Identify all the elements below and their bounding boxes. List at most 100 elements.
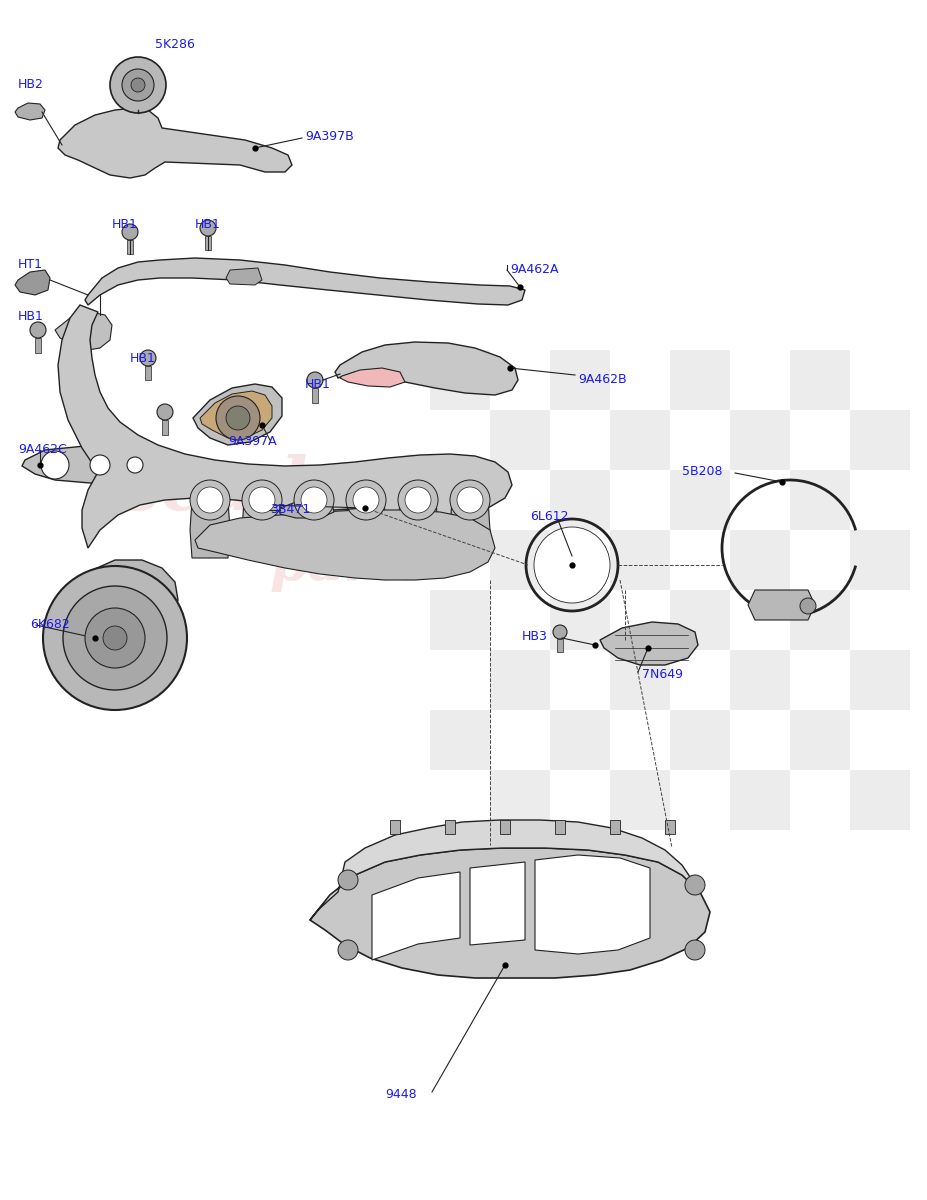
Circle shape	[190, 480, 230, 520]
Circle shape	[301, 487, 327, 514]
Bar	[850, 410, 910, 470]
Circle shape	[127, 457, 143, 473]
Bar	[670, 470, 730, 530]
Circle shape	[457, 487, 483, 514]
Polygon shape	[310, 820, 700, 920]
Text: 9A462A: 9A462A	[510, 263, 558, 276]
Polygon shape	[58, 108, 292, 178]
Bar	[670, 350, 730, 410]
Bar	[500, 820, 510, 834]
Text: HB2: HB2	[18, 78, 44, 91]
Bar	[490, 410, 550, 470]
Bar	[430, 350, 490, 410]
Circle shape	[43, 566, 187, 710]
Polygon shape	[162, 420, 168, 434]
Circle shape	[90, 455, 110, 475]
Text: 9A462C: 9A462C	[18, 443, 67, 456]
Bar	[790, 710, 850, 770]
Bar	[430, 710, 490, 770]
Text: 9A462B: 9A462B	[578, 373, 627, 386]
Text: 6K682: 6K682	[30, 618, 70, 631]
Bar	[430, 590, 490, 650]
Text: HB1: HB1	[18, 310, 44, 323]
Circle shape	[197, 487, 223, 514]
Text: 5K286: 5K286	[155, 38, 195, 50]
Bar	[850, 770, 910, 830]
Circle shape	[30, 322, 46, 338]
Bar	[730, 530, 790, 590]
Circle shape	[63, 586, 167, 690]
Text: HB3: HB3	[522, 630, 548, 643]
Polygon shape	[470, 862, 525, 946]
Bar	[730, 650, 790, 710]
Circle shape	[800, 598, 816, 614]
Text: 9A397A: 9A397A	[228, 434, 276, 448]
Polygon shape	[310, 848, 710, 978]
Polygon shape	[346, 500, 386, 558]
Circle shape	[157, 404, 173, 420]
Bar	[550, 350, 610, 410]
Polygon shape	[226, 268, 262, 284]
Polygon shape	[280, 500, 334, 518]
Circle shape	[110, 56, 166, 113]
Polygon shape	[127, 240, 133, 254]
Polygon shape	[340, 368, 405, 386]
Bar	[790, 590, 850, 650]
Bar	[610, 650, 670, 710]
Bar	[610, 770, 670, 830]
Bar	[445, 820, 455, 834]
Bar	[730, 410, 790, 470]
Circle shape	[294, 480, 334, 520]
Circle shape	[450, 480, 490, 520]
Text: HB1: HB1	[112, 218, 138, 230]
Polygon shape	[242, 500, 282, 558]
Polygon shape	[535, 854, 650, 954]
Text: HB1: HB1	[130, 352, 156, 365]
Text: 9A397B: 9A397B	[305, 130, 354, 143]
Circle shape	[534, 527, 610, 602]
Circle shape	[216, 396, 260, 440]
Circle shape	[307, 372, 323, 388]
Circle shape	[353, 487, 379, 514]
Polygon shape	[35, 338, 41, 353]
Bar	[430, 470, 490, 530]
Circle shape	[242, 480, 282, 520]
Bar	[850, 650, 910, 710]
Bar	[550, 590, 610, 650]
Circle shape	[85, 608, 145, 668]
Circle shape	[122, 224, 138, 240]
Text: HB1: HB1	[195, 218, 221, 230]
Circle shape	[200, 220, 216, 236]
Circle shape	[131, 78, 145, 92]
Circle shape	[226, 406, 250, 430]
Text: 3B471: 3B471	[270, 503, 311, 516]
Polygon shape	[58, 560, 178, 638]
Circle shape	[338, 940, 358, 960]
Polygon shape	[15, 270, 50, 295]
Polygon shape	[294, 500, 334, 558]
Polygon shape	[145, 366, 151, 380]
Bar	[670, 590, 730, 650]
Bar	[490, 530, 550, 590]
Polygon shape	[372, 872, 460, 960]
Bar	[665, 820, 675, 834]
Text: 9448: 9448	[385, 1088, 416, 1102]
Bar	[790, 470, 850, 530]
Circle shape	[685, 940, 705, 960]
Circle shape	[553, 625, 567, 638]
Polygon shape	[600, 622, 698, 665]
Polygon shape	[557, 638, 563, 652]
Bar	[555, 820, 565, 834]
Polygon shape	[205, 236, 211, 250]
Polygon shape	[312, 388, 318, 403]
Text: parts: parts	[270, 538, 431, 592]
Polygon shape	[748, 590, 815, 620]
Polygon shape	[398, 500, 438, 558]
Bar	[390, 820, 400, 834]
Polygon shape	[58, 305, 512, 548]
Bar	[610, 410, 670, 470]
Bar	[610, 820, 620, 834]
Polygon shape	[335, 342, 518, 395]
Bar	[850, 530, 910, 590]
Circle shape	[398, 480, 438, 520]
